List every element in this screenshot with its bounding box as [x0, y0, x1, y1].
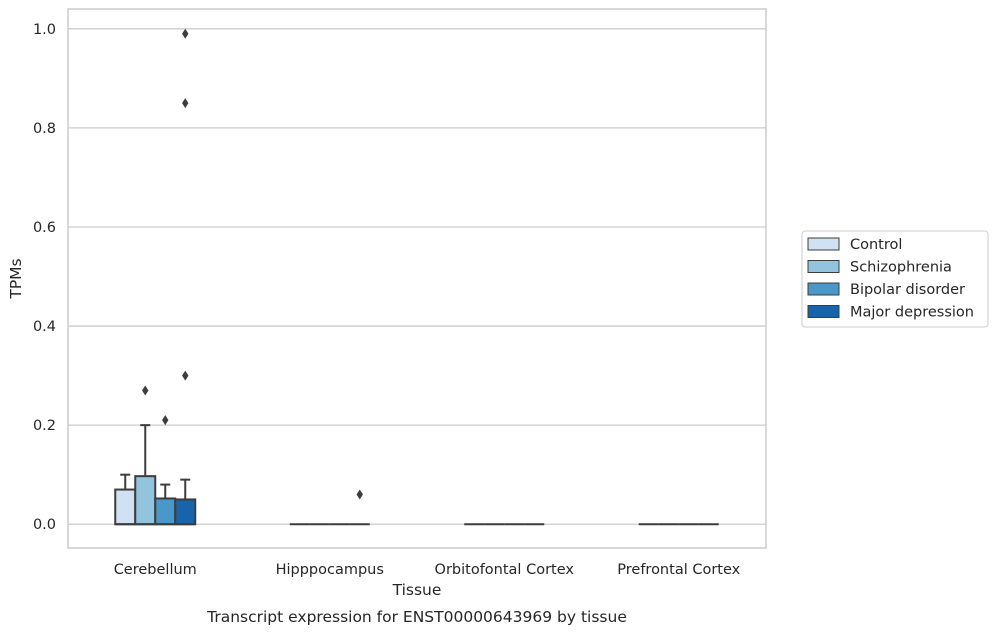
x-tick-label: Orbitofontal Cortex [435, 562, 575, 578]
legend-label: Bipolar disorder [850, 282, 965, 298]
y-tick-label: 0.2 [33, 418, 56, 434]
legend-swatch [807, 282, 840, 296]
box-body [114, 488, 137, 526]
outlier-point [356, 489, 363, 500]
box-body [134, 475, 157, 526]
box-series [114, 28, 719, 526]
outlier-point [142, 385, 149, 396]
x-axis-label: Tissue [392, 581, 442, 599]
x-tick-label: Prefrontal Cortex [617, 562, 740, 578]
x-tick-labels: Cerebellum Hipppocampus Orbitofontal Corte… [114, 562, 741, 578]
legend-swatch [807, 237, 840, 251]
outlier-point [182, 98, 189, 109]
legend-label: Control [850, 237, 902, 253]
y-tick-label: 0.8 [33, 121, 56, 137]
outlier-point [162, 415, 169, 426]
legend-swatch [807, 305, 840, 318]
outlier-point [182, 28, 189, 39]
box [174, 28, 197, 526]
y-tick-label: 0.6 [33, 220, 56, 236]
legend-label: Schizophrenia [850, 260, 952, 276]
y-tick-label: 0.4 [33, 319, 56, 335]
legend-frame [801, 230, 989, 328]
legend: Control Schizophrenia Bipolar disorder Majo… [801, 230, 989, 328]
legend-swatch [807, 260, 840, 273]
box-body [174, 498, 197, 526]
x-tick-label: Hipppocampus [276, 562, 384, 578]
x-tick-label: Cerebellum [114, 562, 197, 578]
y-tick-label: 0.0 [33, 517, 56, 533]
box [349, 489, 370, 526]
y-tick-label: 1.0 [33, 22, 56, 38]
legend-label: Major depression [850, 305, 974, 321]
y-tick-labels: 0.0 0.2 0.4 0.6 0.8 1.0 [33, 22, 56, 533]
box [154, 415, 177, 526]
box-body [154, 497, 177, 526]
chart-caption: Transcript expression for ENST0000064396… [206, 608, 627, 626]
plot-area-frame [67, 8, 767, 549]
outlier-point [182, 370, 189, 381]
y-axis-label: TPMs [7, 258, 25, 299]
